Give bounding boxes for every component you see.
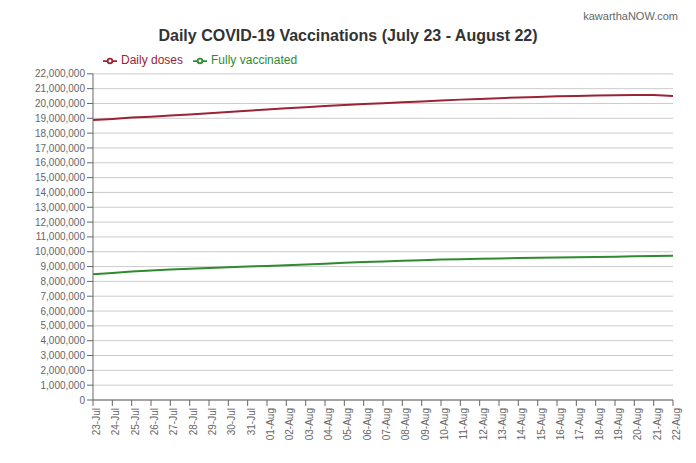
svg-text:08-Aug: 08-Aug bbox=[400, 408, 411, 440]
svg-text:17-Aug: 17-Aug bbox=[574, 408, 585, 440]
svg-text:23-Jul: 23-Jul bbox=[91, 408, 102, 435]
svg-text:10,000,000: 10,000,000 bbox=[35, 246, 85, 257]
svg-text:22-Aug: 22-Aug bbox=[671, 408, 682, 440]
svg-text:8,000,000: 8,000,000 bbox=[41, 276, 86, 287]
svg-text:18,000,000: 18,000,000 bbox=[35, 128, 85, 139]
svg-text:22,000,000: 22,000,000 bbox=[35, 68, 85, 79]
svg-text:27-Jul: 27-Jul bbox=[168, 408, 179, 435]
html-text:Fully vaccinated: Fully vaccinated bbox=[211, 53, 298, 67]
svg-text:25-Jul: 25-Jul bbox=[130, 408, 141, 435]
svg-text:17,000,000: 17,000,000 bbox=[35, 143, 85, 154]
svg-text:01-Aug: 01-Aug bbox=[265, 408, 276, 440]
svg-text:20-Aug: 20-Aug bbox=[632, 408, 643, 440]
svg-text:30-Jul: 30-Jul bbox=[226, 408, 237, 435]
svg-text:21-Aug: 21-Aug bbox=[652, 408, 663, 440]
html-text:Daily COVID-19 Vaccinations (J: Daily COVID-19 Vaccinations (July 23 - A… bbox=[158, 27, 538, 44]
svg-text:0: 0 bbox=[79, 395, 85, 406]
svg-text:16-Aug: 16-Aug bbox=[555, 408, 566, 440]
svg-text:20,000,000: 20,000,000 bbox=[35, 98, 85, 109]
svg-text:9,000,000: 9,000,000 bbox=[41, 261, 86, 272]
svg-text:14-Aug: 14-Aug bbox=[516, 408, 527, 440]
svg-text:04-Aug: 04-Aug bbox=[323, 408, 334, 440]
svg-text:31-Jul: 31-Jul bbox=[246, 408, 257, 435]
svg-text:15-Aug: 15-Aug bbox=[536, 408, 547, 440]
svg-text:24-Jul: 24-Jul bbox=[110, 408, 121, 435]
svg-text:11-Aug: 11-Aug bbox=[458, 408, 469, 440]
svg-text:13,000,000: 13,000,000 bbox=[35, 202, 85, 213]
svg-text:15,000,000: 15,000,000 bbox=[35, 172, 85, 183]
svg-text:11,000,000: 11,000,000 bbox=[36, 231, 86, 242]
svg-text:19-Aug: 19-Aug bbox=[613, 408, 624, 440]
svg-text:12-Aug: 12-Aug bbox=[478, 408, 489, 440]
svg-text:07-Aug: 07-Aug bbox=[381, 408, 392, 440]
svg-text:28-Jul: 28-Jul bbox=[188, 408, 199, 435]
svg-text:12,000,000: 12,000,000 bbox=[35, 217, 85, 228]
svg-text:18-Aug: 18-Aug bbox=[594, 408, 605, 440]
svg-text:2,000,000: 2,000,000 bbox=[41, 365, 86, 376]
html-text:Daily doses: Daily doses bbox=[121, 53, 183, 67]
svg-text:26-Jul: 26-Jul bbox=[149, 408, 160, 435]
svg-text:7,000,000: 7,000,000 bbox=[41, 291, 86, 302]
svg-text:3,000,000: 3,000,000 bbox=[41, 350, 86, 361]
svg-text:03-Aug: 03-Aug bbox=[304, 408, 315, 440]
svg-text:02-Aug: 02-Aug bbox=[284, 408, 295, 440]
svg-text:6,000,000: 6,000,000 bbox=[41, 306, 86, 317]
svg-text:21,000,000: 21,000,000 bbox=[35, 83, 85, 94]
svg-text:05-Aug: 05-Aug bbox=[342, 408, 353, 440]
svg-text:13-Aug: 13-Aug bbox=[497, 408, 508, 440]
html-text:kawarthaNOW.com: kawarthaNOW.com bbox=[583, 10, 678, 22]
svg-text:06-Aug: 06-Aug bbox=[362, 408, 373, 440]
svg-text:5,000,000: 5,000,000 bbox=[41, 320, 86, 331]
svg-text:09-Aug: 09-Aug bbox=[420, 408, 431, 440]
svg-text:1,000,000: 1,000,000 bbox=[41, 380, 86, 391]
svg-text:10-Aug: 10-Aug bbox=[439, 408, 450, 440]
svg-text:4,000,000: 4,000,000 bbox=[41, 335, 86, 346]
svg-text:16,000,000: 16,000,000 bbox=[35, 157, 85, 168]
svg-text:19,000,000: 19,000,000 bbox=[35, 113, 85, 124]
svg-text:29-Jul: 29-Jul bbox=[207, 408, 218, 435]
svg-text:14,000,000: 14,000,000 bbox=[35, 187, 85, 198]
